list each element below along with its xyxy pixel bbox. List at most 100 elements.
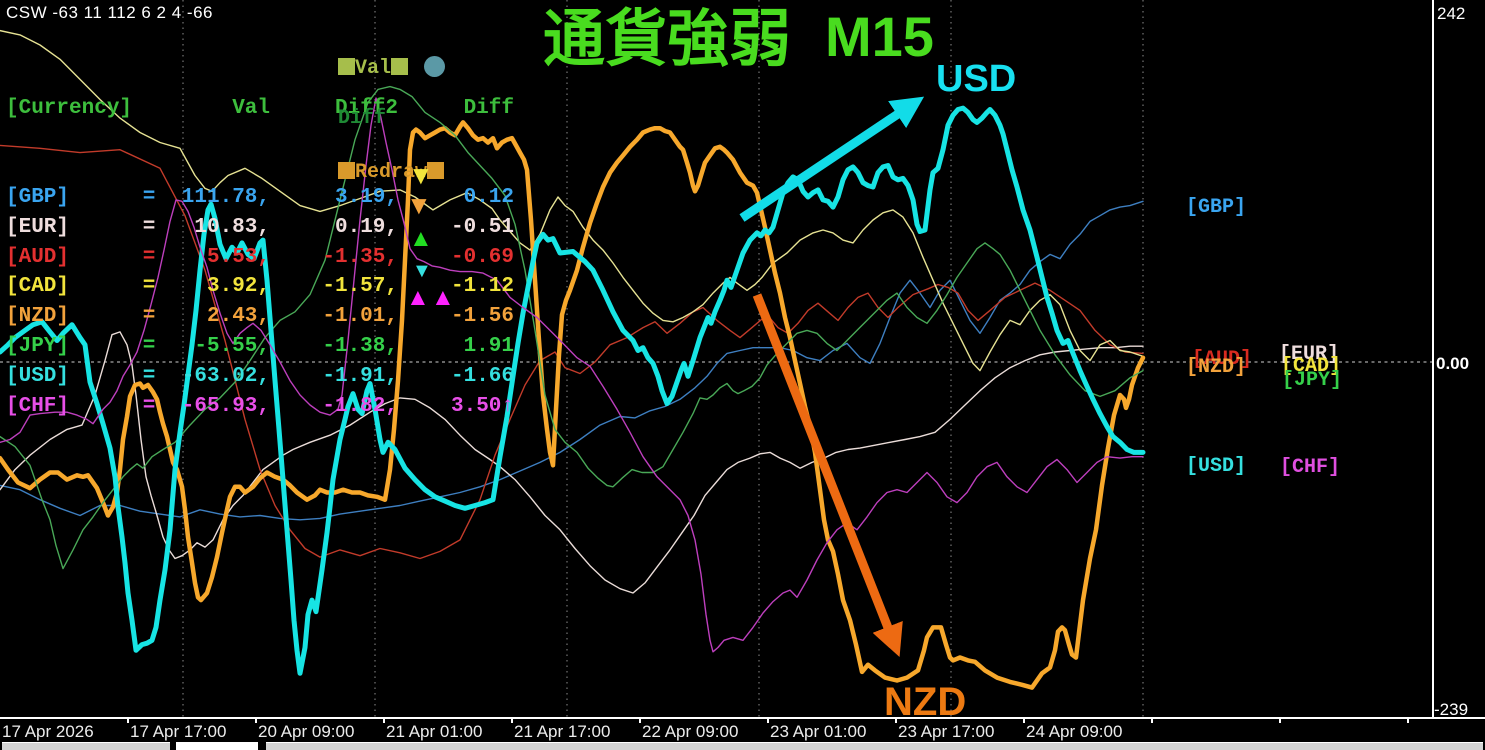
cell: = <box>142 305 156 329</box>
cell: = <box>142 334 156 358</box>
cell: = <box>142 394 156 418</box>
cell: -0.69 <box>450 245 514 269</box>
legend-row-diff: Diff <box>338 107 445 130</box>
table-row-aud: [AUD] = 5.53, -1.35, -0.69 <box>6 243 514 273</box>
cell: [CHF] <box>6 394 70 418</box>
cell: -1.56 <box>450 305 514 329</box>
cell: -63.02, <box>181 364 270 388</box>
cell: = <box>142 215 156 239</box>
window-strip-segment <box>266 742 1483 750</box>
title-jp: 通貨強弱 <box>543 5 792 74</box>
redraw-swatch-icon <box>338 162 355 179</box>
axis-lines <box>0 0 1485 723</box>
val-swatch-icon <box>391 58 409 75</box>
legend-diff-label: Diff <box>338 107 387 130</box>
cell: 0.12 <box>463 185 514 209</box>
cell: = <box>142 275 156 299</box>
price-axis-zero: 0.00 <box>1436 354 1470 373</box>
cell: 3.50↑ <box>450 394 514 418</box>
legend-circle-icon <box>424 56 446 77</box>
usd-arrow <box>739 96 925 222</box>
nzd-annotation-text: NZD <box>884 680 967 724</box>
time-label: 23 Apr 01:00 <box>770 722 867 741</box>
table-row-jpy: [JPY] = -5.55, -1.38, 1.91 <box>6 332 514 362</box>
table-header: [Currency] Val Diff2 Diff <box>6 94 514 124</box>
cell: [NZD] <box>6 305 70 329</box>
line-usd <box>0 105 1146 676</box>
end-label-usd: [USD] <box>1186 455 1247 478</box>
cell: -1.82, <box>322 394 398 418</box>
cell: = <box>142 245 156 269</box>
cell: 111.78, <box>181 185 270 209</box>
table-row-chf: [CHF] = -65.93, -1.82, 3.50↑ <box>6 392 514 422</box>
cell: = <box>142 364 156 388</box>
time-label: 23 Apr 17:00 <box>898 722 995 741</box>
val-swatch-icon <box>338 58 355 75</box>
down-triangle-icon: ▼ <box>412 260 432 282</box>
price-axis-min: -239 <box>1434 700 1469 719</box>
end-label-nzd: [NZD] <box>1186 356 1247 379</box>
end-label-chf: [CHF] <box>1280 456 1341 479</box>
time-label: 24 Apr 09:00 <box>1026 722 1123 741</box>
cell: [JPY] <box>6 334 70 358</box>
legend-val-label: Val <box>355 57 392 80</box>
table-row-gbp: [GBP] = 111.78, 3.19, 0.12 <box>6 183 514 213</box>
legend-row-val: Val <box>338 56 446 80</box>
line-eur <box>0 331 1144 594</box>
time-label: 21 Apr 17:00 <box>514 722 611 741</box>
cell: -1.38, <box>322 334 398 358</box>
cell: -1.57, <box>322 275 398 299</box>
cell: 0.19, <box>334 215 398 239</box>
down-triangle-icon: ▼ <box>406 190 432 220</box>
price-axis-max: 242 <box>1437 4 1466 23</box>
table-row-usd: [USD] = -63.02, -1.91, -1.66 <box>6 362 514 392</box>
up-triangle-icon: ▲ <box>406 284 430 311</box>
legend-row-redraw: Redraw <box>338 161 445 184</box>
cell: -65.93, <box>181 394 270 418</box>
cell: -0.51 <box>450 215 514 239</box>
cell: 10.83, <box>194 215 270 239</box>
time-label: 17 Apr 17:00 <box>130 722 227 741</box>
cell: [AUD] <box>6 245 70 269</box>
table-row-eur: [EUR] = 10.83, 0.19, -0.51 <box>6 213 514 243</box>
up-triangle-icon: ▲ <box>431 284 455 311</box>
cell: [CAD] <box>6 275 70 299</box>
redraw-swatch-icon <box>427 162 445 179</box>
indicator-status-text: CSW -63 11 112 6 2 4 -66 <box>6 3 213 22</box>
line-aud <box>0 144 1144 560</box>
end-label-eur: [EUR] <box>1279 343 1340 366</box>
col-diff2: Diff2 <box>334 96 398 120</box>
cell: 1.91 <box>463 334 514 358</box>
legend-redraw-label: Redraw <box>355 161 428 184</box>
col-diff: Diff <box>463 96 514 120</box>
cell: [EUR] <box>6 215 70 239</box>
line-gbp <box>0 200 1144 521</box>
end-label-gbp: [GBP] <box>1186 196 1247 219</box>
col-currency: [Currency] <box>6 96 133 120</box>
line-jpy <box>0 85 1144 570</box>
window-strip-segment <box>2 742 170 750</box>
cell: -5.55, <box>194 334 270 358</box>
end-label-jpy: [JPY] <box>1282 369 1343 392</box>
timeframe-label: M15 <box>825 5 934 68</box>
time-label: 22 Apr 09:00 <box>642 722 739 741</box>
time-label: 21 Apr 01:00 <box>386 722 483 741</box>
end-label-cad: [CAD] <box>1281 355 1342 378</box>
cell: -1.01, <box>322 305 398 329</box>
cell: [GBP] <box>6 185 70 209</box>
cell: 3.92, <box>206 275 270 299</box>
cell: -1.12 <box>450 275 514 299</box>
cell: -1.35, <box>322 245 398 269</box>
end-label-aud: [AUD] <box>1192 348 1253 371</box>
currency-table: [Currency] Val Diff2 Diff [GBP] = 111.78, 3… <box>6 34 514 481</box>
cell: -1.91, <box>322 364 398 388</box>
cell: -1.66 <box>450 364 514 388</box>
line-nzd <box>0 120 1146 690</box>
up-triangle-icon: ▲ <box>409 225 433 252</box>
cell: 2.43, <box>206 305 270 329</box>
usd-annotation-text: USD <box>936 58 1017 100</box>
nzd-arrow <box>752 293 903 658</box>
cell: 5.53, <box>206 245 270 269</box>
